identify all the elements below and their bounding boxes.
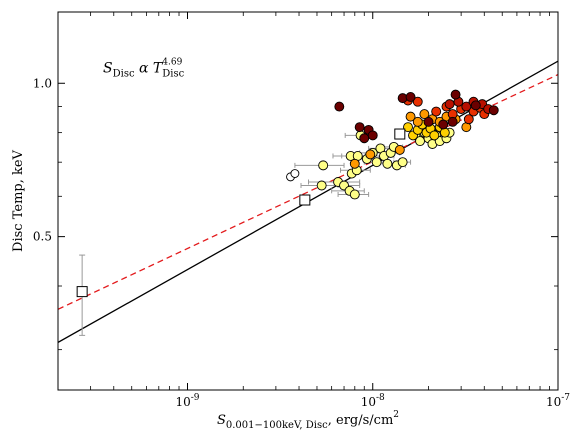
data-point (429, 130, 440, 141)
data-point (359, 133, 370, 144)
data-point (431, 106, 442, 117)
data-point (450, 89, 461, 100)
data-point (334, 101, 345, 112)
annotation-t: T (153, 60, 164, 76)
data-point (412, 116, 423, 127)
data-point (412, 96, 423, 107)
x-label-sup: 2 (393, 410, 399, 420)
annotation-t-sup: 4.69 (162, 57, 182, 67)
square-point (394, 128, 406, 140)
annotation-s-sub: Disc (113, 68, 135, 79)
x-tick-label: 10-9 (175, 393, 199, 409)
data-point (438, 119, 449, 130)
data-point (403, 122, 413, 133)
data-point (367, 130, 378, 141)
data-point (371, 157, 382, 168)
annotation-t-sub: Disc (162, 68, 184, 79)
y-tick-label: 0.5 (33, 230, 52, 244)
data-point (463, 114, 474, 125)
data-point (444, 99, 455, 110)
data-point (461, 101, 472, 112)
annotation-alpha: α (135, 60, 153, 76)
x-label-s: S (217, 413, 226, 428)
scaling-relation-annotation: SDisc α T4.69 Disc (103, 57, 185, 79)
data-point (365, 149, 376, 160)
data-point (316, 180, 327, 191)
x-tick-label: 10-8 (361, 393, 385, 409)
x-axis-label: S0.001−100keV, Disc, erg/s/cm2 (217, 410, 399, 431)
data-point (439, 127, 450, 138)
y-axis-label: Disc Temp, keV (11, 149, 26, 252)
data-point (419, 109, 430, 120)
data-point (382, 158, 393, 169)
data-point (318, 160, 329, 171)
x-tick-label: 10-7 (546, 393, 570, 409)
square-point (299, 194, 311, 206)
data-point (405, 92, 416, 102)
data-point (488, 105, 499, 116)
data-point (349, 158, 360, 169)
square-point (76, 286, 88, 298)
data-points (76, 89, 499, 298)
plot-frame (57, 11, 559, 391)
open-circle-point (290, 169, 300, 178)
data-point (405, 111, 416, 122)
data-point (423, 116, 434, 127)
data-point (447, 116, 458, 127)
x-tick-labels: 10-9 10-8 10-7 (175, 393, 570, 409)
y-tick-label: 1.0 (33, 76, 52, 90)
data-point (397, 157, 408, 168)
y-tick-labels: 0.5 1.0 (33, 76, 52, 243)
data-point (394, 144, 405, 155)
annotation-s: S (103, 60, 113, 76)
data-point (354, 122, 365, 133)
data-point (349, 189, 360, 200)
x-label-sub: 0.001−100keV, Disc (226, 420, 328, 431)
data-point (470, 100, 481, 111)
x-label-units: , erg/s/cm (328, 413, 394, 428)
